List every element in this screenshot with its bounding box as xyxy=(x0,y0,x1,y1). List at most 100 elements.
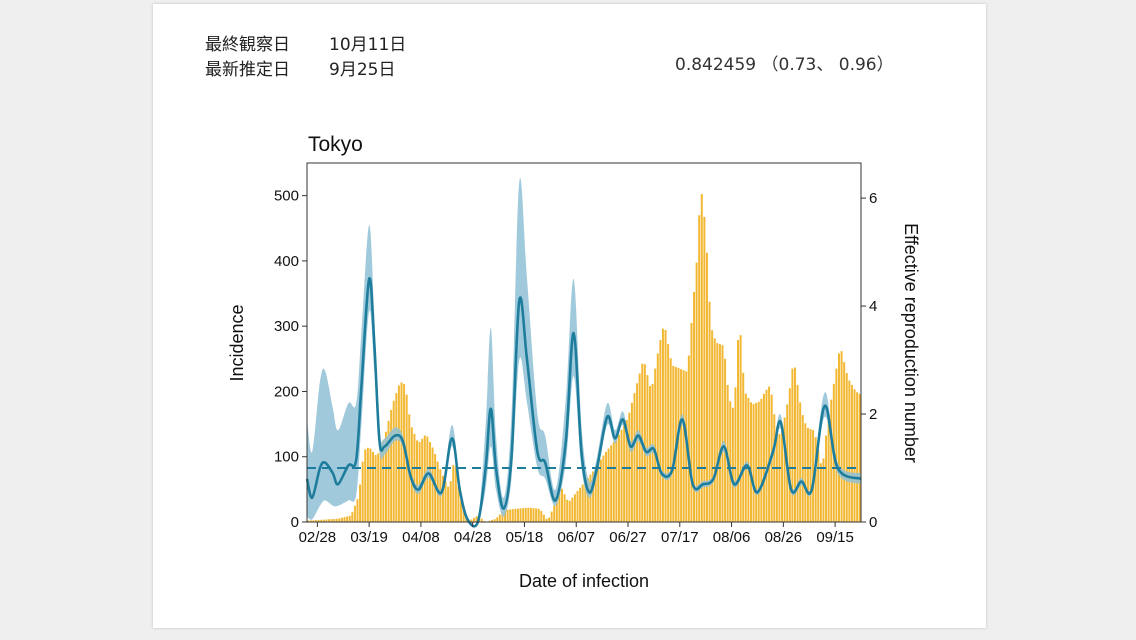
incidence-bar xyxy=(330,519,333,522)
incidence-bar xyxy=(317,519,320,522)
incidence-bar xyxy=(651,383,654,522)
incidence-bar xyxy=(361,461,364,522)
latest-estimate-label: 最新推定日 xyxy=(205,60,290,80)
incidence-bar xyxy=(592,471,595,522)
x-tick-label: 06/27 xyxy=(609,529,647,546)
incidence-bar xyxy=(677,368,680,522)
incidence-bar xyxy=(661,328,664,522)
incidence-bar xyxy=(853,389,856,522)
incidence-bar xyxy=(573,494,576,522)
incidence-bar xyxy=(372,451,375,522)
incidence-bar xyxy=(711,330,714,522)
incidence-bar xyxy=(664,329,667,522)
y2-tick-label: 0 xyxy=(869,514,877,531)
incidence-bar xyxy=(819,463,822,522)
incidence-bar xyxy=(636,383,639,522)
incidence-bar xyxy=(586,477,589,522)
incidence-bar xyxy=(555,498,558,522)
incidence-bar xyxy=(597,463,600,522)
incidence-bar xyxy=(713,338,716,522)
incidence-bar xyxy=(390,409,393,522)
incidence-bar xyxy=(351,512,354,522)
incidence-bar xyxy=(496,517,499,522)
incidence-bar xyxy=(444,481,447,522)
incidence-bar xyxy=(739,335,742,522)
last-observed-label: 最終観察日 xyxy=(205,35,290,55)
y2-tick-label: 4 xyxy=(869,298,877,315)
incidence-bar xyxy=(493,519,496,522)
incidence-bar xyxy=(737,340,740,522)
incidence-bar xyxy=(338,518,341,522)
incidence-bar xyxy=(366,447,369,522)
incidence-bar xyxy=(558,490,561,522)
incidence-bar xyxy=(346,516,349,522)
last-observed-value: 10月11日 xyxy=(329,35,407,55)
r-confidence-band xyxy=(307,178,861,527)
incidence-bar xyxy=(312,520,315,522)
incidence-bar xyxy=(731,407,734,522)
incidence-bar xyxy=(410,427,413,522)
incidence-bar xyxy=(568,500,571,522)
incidence-bar xyxy=(452,464,455,522)
incidence-bar xyxy=(309,520,312,522)
last-observed-row: 最終観察日 10月11日 xyxy=(205,30,406,55)
incidence-bar xyxy=(724,358,727,522)
incidence-bar xyxy=(693,291,696,522)
incidence-bar xyxy=(431,447,434,522)
incidence-bar xyxy=(488,520,491,522)
incidence-bar xyxy=(672,365,675,522)
incidence-bar xyxy=(822,458,825,522)
incidence-bar xyxy=(602,455,605,522)
x-tick-label: 02/28 xyxy=(299,529,337,546)
incidence-bar xyxy=(721,345,724,522)
incidence-bar xyxy=(501,511,504,522)
incidence-bar xyxy=(623,424,626,522)
incidence-bar xyxy=(605,451,607,522)
incidence-bar xyxy=(830,399,833,522)
x-axis-title: Date of infection xyxy=(519,571,649,591)
incidence-bar xyxy=(654,368,657,522)
x-tick-label: 04/08 xyxy=(402,529,440,546)
y-tick-label: 400 xyxy=(274,253,299,270)
y-tick-label: 200 xyxy=(274,383,299,400)
incidence-bar xyxy=(778,433,781,522)
incidence-bar xyxy=(775,427,778,522)
incidence-bar xyxy=(537,508,540,522)
incidence-bar xyxy=(705,252,708,522)
incidence-bar xyxy=(382,440,385,522)
incidence-bar xyxy=(744,393,747,522)
incidence-bar xyxy=(540,510,543,522)
incidence-bar xyxy=(395,393,398,522)
incidence-bar xyxy=(550,511,553,522)
incidence-bar xyxy=(379,446,382,522)
incidence-bar xyxy=(343,517,346,522)
incidence-bar xyxy=(742,372,745,522)
incidence-bar xyxy=(638,373,641,522)
incidence-bar xyxy=(788,388,791,522)
incidence-bar xyxy=(307,520,310,522)
chart-title: Tokyo xyxy=(308,133,363,156)
incidence-bar xyxy=(472,517,475,522)
incidence-bar xyxy=(428,442,431,522)
incidence-bar xyxy=(682,370,685,522)
x-tick-label: 09/15 xyxy=(816,529,854,546)
incidence-bar xyxy=(700,194,703,522)
incidence-bar xyxy=(328,519,330,522)
x-tick-label: 08/06 xyxy=(713,529,751,546)
incidence-bar xyxy=(514,508,517,522)
estimate-text: 0.842459 （0.73、 0.96） xyxy=(675,55,894,75)
incidence-bar xyxy=(752,403,755,522)
incidence-bar xyxy=(687,355,690,522)
incidence-bar xyxy=(845,372,848,522)
latest-estimate-value: 9月25日 xyxy=(329,60,396,80)
incidence-bar xyxy=(708,301,711,522)
incidence-bar xyxy=(718,344,721,522)
incidence-bar xyxy=(579,487,582,522)
y-tick-label: 0 xyxy=(291,514,299,531)
incidence-bar xyxy=(369,448,372,522)
incidence-bar xyxy=(519,508,522,522)
incidence-bar xyxy=(545,518,548,522)
incidence-bar xyxy=(669,358,672,522)
incidence-bar xyxy=(553,505,556,522)
incidence-bar xyxy=(441,475,444,522)
